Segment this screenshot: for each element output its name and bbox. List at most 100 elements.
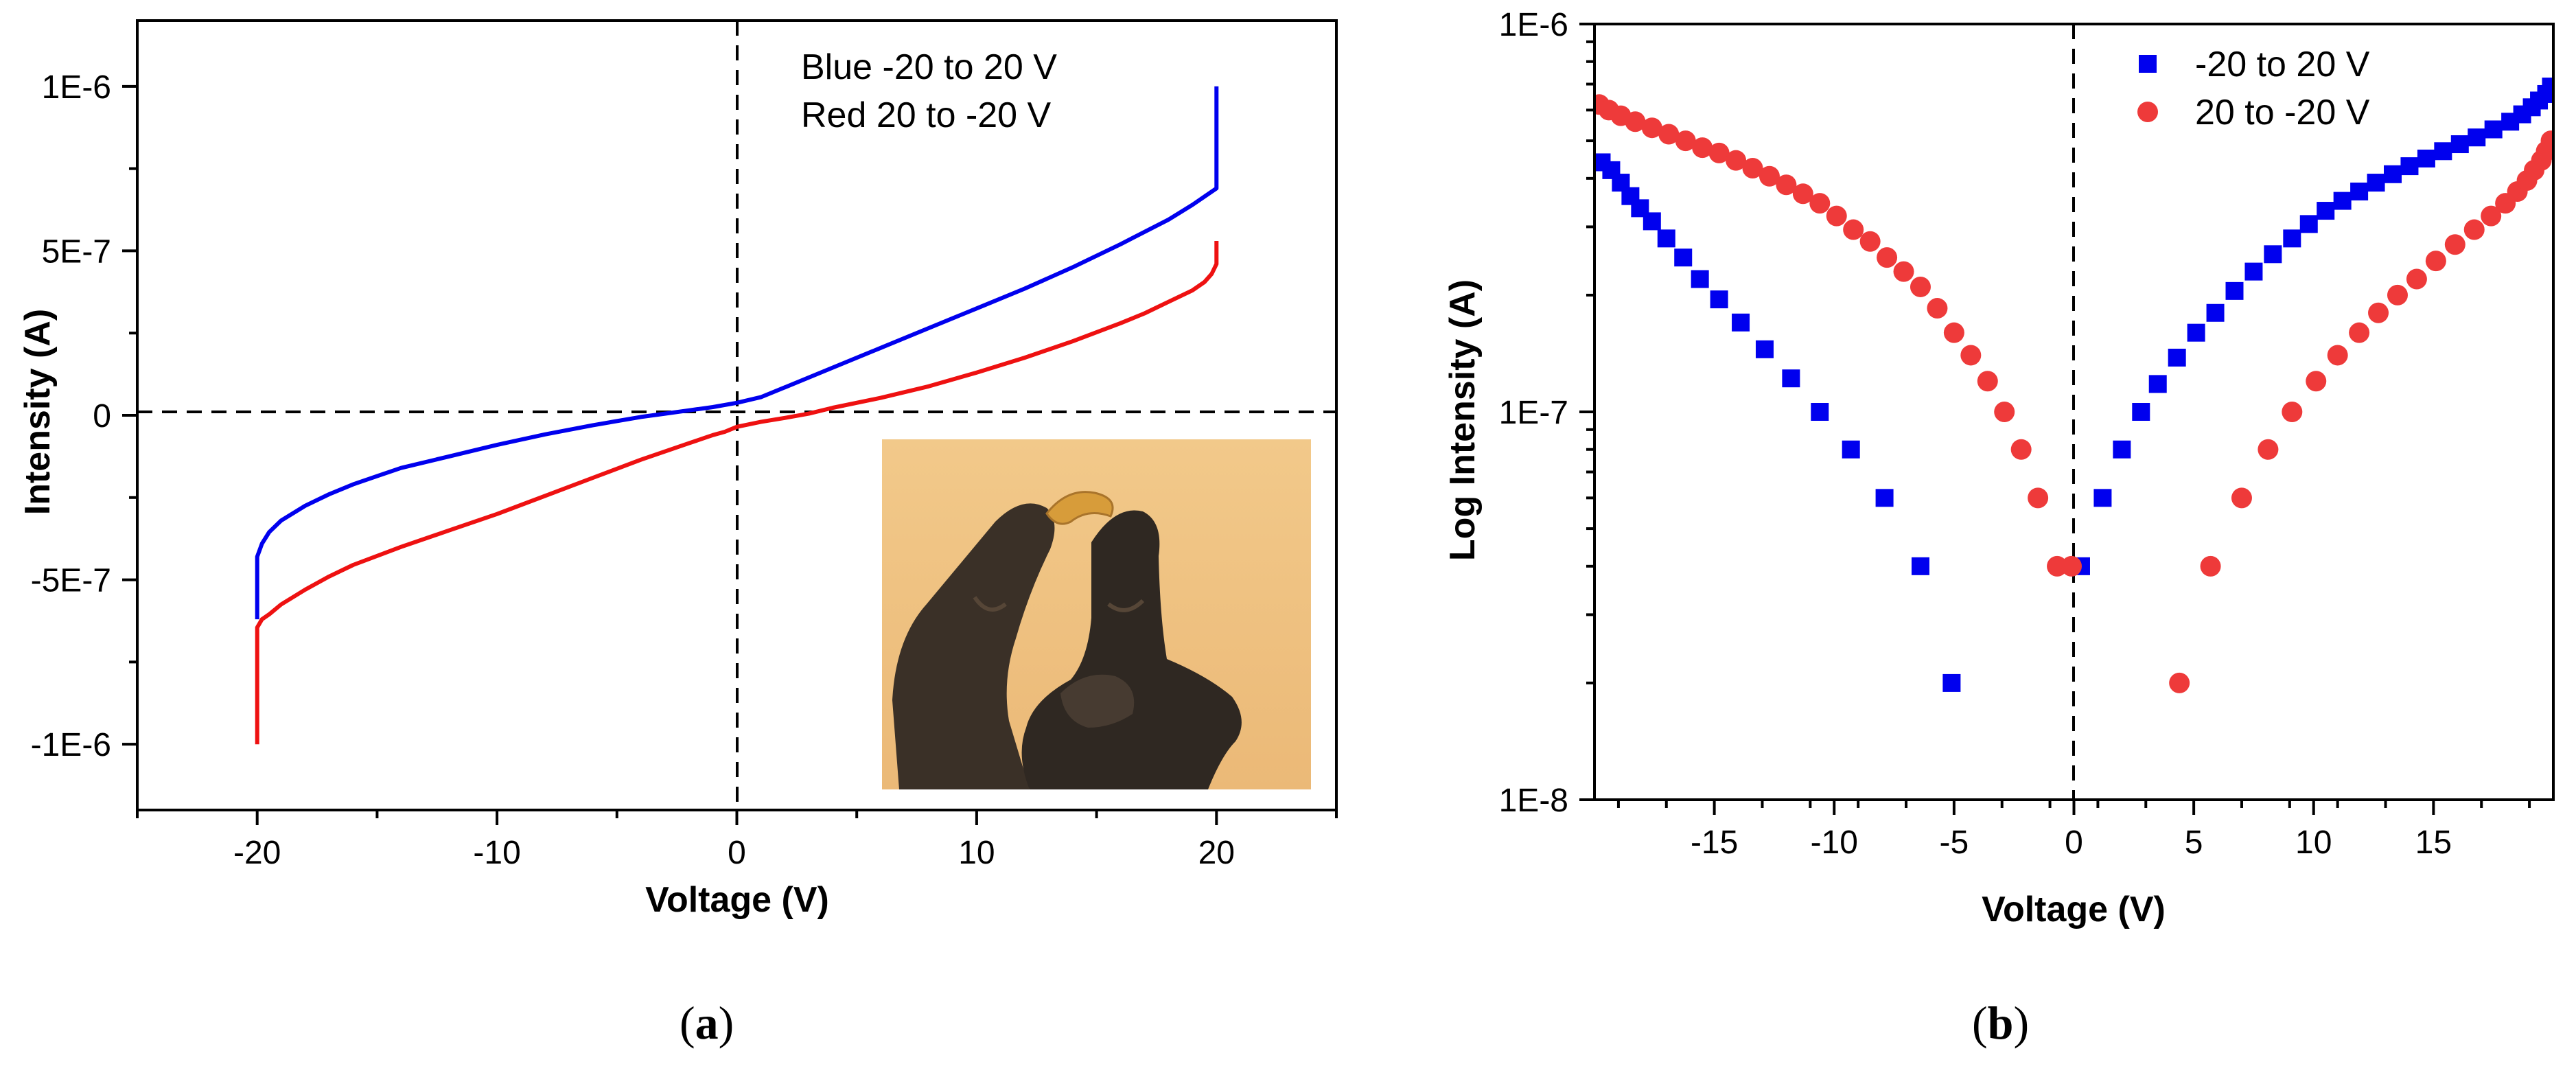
- panel-b-circle-point: [2540, 130, 2553, 152]
- panel-b-square-point: [2093, 489, 2112, 507]
- panel-b-plot-frame: [1593, 23, 2555, 801]
- panel-b-circle-point: [1943, 322, 1964, 343]
- gloved-hand-picture: [892, 491, 1242, 789]
- panel-b-circle-point: [1843, 219, 1864, 240]
- panel-a-letter: a: [695, 997, 719, 1049]
- panel-b-circle-point: [2010, 439, 2032, 460]
- panel-b-circle-point: [2463, 219, 2485, 240]
- panel-b-square-point: [2434, 142, 2452, 161]
- panel-b-y-axis-title: Log Intensity (A): [1443, 279, 1483, 561]
- panel-b-circle-point: [1759, 165, 1780, 187]
- panel-b-circle-point: [1960, 345, 1982, 366]
- panel-b-square-point: [2132, 403, 2150, 421]
- panel-b-circle-point: [2425, 251, 2446, 272]
- panel-a-x-tick-label: -20: [233, 835, 281, 871]
- panel-b-circle-point: [1726, 150, 1747, 171]
- panel-b-square-point: [2168, 348, 2186, 367]
- panel-b-letter: b: [1988, 997, 2014, 1049]
- panel-b-square-point: [2350, 182, 2369, 200]
- panel-b-x-tick-label: 5: [2185, 824, 2203, 861]
- panel-a-y-tick-label: 0: [93, 398, 111, 435]
- legend-square-marker-icon: [2139, 55, 2157, 73]
- panel-b-legend-label-blue: -20 to 20 V: [2195, 45, 2370, 84]
- panel-b-circle-point: [2282, 402, 2303, 422]
- panel-b-circle-point: [1859, 231, 1881, 252]
- panel-b-label: (b): [1972, 997, 2029, 1049]
- panel-b-x-tick-label: 10: [2295, 824, 2332, 861]
- panel-b-square-point: [2113, 440, 2131, 459]
- panel-b-circle-point: [1641, 117, 1662, 139]
- panel-b-square-point: [1811, 403, 1829, 421]
- panel-a-series-line-red: [255, 241, 1219, 745]
- panel-b-circle-point: [1877, 247, 1898, 268]
- panel-b-circle-point: [1994, 402, 2015, 422]
- panel-b-circle-point: [1792, 183, 1813, 205]
- panel-b-circle-point: [1658, 124, 1680, 145]
- panel-b-square-point: [1875, 489, 1894, 507]
- panel-b-circle-point: [2231, 487, 2252, 509]
- panel-b-square-point: [2367, 174, 2385, 192]
- panel-b-square-point: [2384, 165, 2402, 183]
- panel-a-y-axis-title: Intensity (A): [18, 309, 58, 515]
- panel-b-x-tick-label: -10: [1811, 824, 1858, 861]
- panel-b-legend-item-red: 20 to -20 V: [2137, 93, 2370, 132]
- panel-b-circle-point: [2387, 284, 2408, 305]
- panel-b-square-point: [2264, 245, 2282, 264]
- panel-a-x-tick-label: 0: [728, 835, 746, 871]
- panel-b-circle-point: [1809, 193, 1831, 214]
- panel-b-circle-point: [1893, 261, 1914, 282]
- panel-a-y-tick-label: -5E-7: [31, 563, 111, 599]
- panel-b-circle-point: [1675, 130, 1696, 152]
- panel-b-circle-point: [2349, 322, 2370, 343]
- panel-b-square-point: [2206, 303, 2225, 322]
- panel-b-square-point: [1643, 212, 1661, 231]
- panel-b-circle-point: [2481, 205, 2502, 227]
- panel-b-circle-point: [2258, 439, 2279, 460]
- panel-a-x-axis-title: Voltage (V): [645, 880, 829, 920]
- panel-a-y-tick-label: -1E-6: [31, 727, 111, 763]
- panel-b-circle-point: [1910, 276, 1931, 297]
- panel-b-square-point: [1657, 229, 1675, 248]
- panel-b-legend: -20 to 20 V 20 to -20 V: [2137, 45, 2370, 132]
- panel-b-square-point: [1674, 248, 1693, 267]
- panel-b-circle-point: [2047, 555, 2068, 577]
- panel-b-square-point: [1691, 270, 1709, 288]
- panel-b-square-point: [2148, 375, 2167, 393]
- panel-b-x-tick-label: -5: [1940, 824, 1969, 861]
- panel-b-square-point: [2225, 281, 2244, 300]
- panel-a-x-tick-label: 20: [1198, 835, 1235, 871]
- panel-b-y-tick-label: 1E-7: [1499, 395, 1568, 431]
- panel-b-x-tick-label: 15: [2415, 824, 2452, 861]
- panel-a-series-line-blue: [255, 86, 1219, 620]
- panel-b-square-point: [2317, 202, 2335, 220]
- panel-b-circle-point: [2327, 345, 2348, 366]
- panel-b-square-point: [2333, 192, 2352, 210]
- panel-b-square-point: [2468, 128, 2486, 147]
- panel-b-circle-point: [2061, 555, 2082, 577]
- legend-circle-marker-icon: [2137, 102, 2158, 122]
- panel-b-circle-point: [1742, 157, 1763, 178]
- panel-b-legend-label-red: 20 to -20 V: [2195, 93, 2370, 132]
- panel-b-circle-point: [2306, 371, 2327, 392]
- panel-b-square-point: [2484, 120, 2503, 139]
- panel-b-square-point: [2542, 78, 2553, 96]
- panel-b-y-tick-label: 1E-8: [1499, 783, 1568, 819]
- panel-b-square-point: [2450, 135, 2469, 154]
- panel-b-circle-point: [1625, 111, 1646, 132]
- panel-b-square-point: [1911, 557, 1929, 575]
- panel-b-circle-point: [1776, 174, 1797, 196]
- panel-b-square-point: [1710, 290, 1728, 309]
- panel-b-square-point: [2400, 157, 2419, 176]
- panel-b-circle-point: [1708, 142, 1730, 163]
- panel-a-inset-photo: [882, 439, 1311, 789]
- panel-b-square-point: [1755, 340, 1774, 358]
- panel-b-square-point: [2417, 149, 2435, 167]
- panel-b-circle-point: [1977, 371, 1998, 392]
- panel-b-circle-point: [2028, 487, 2049, 509]
- panel-a-annotation-blue: Blue -20 to 20 V: [801, 47, 1057, 87]
- panel-b-circle-point: [1927, 298, 1948, 319]
- panel-b-y-tick-label: 1E-6: [1499, 7, 1568, 43]
- panel-b-circle-point: [1826, 205, 1847, 227]
- panel-a-x-tick-label: -10: [473, 835, 520, 871]
